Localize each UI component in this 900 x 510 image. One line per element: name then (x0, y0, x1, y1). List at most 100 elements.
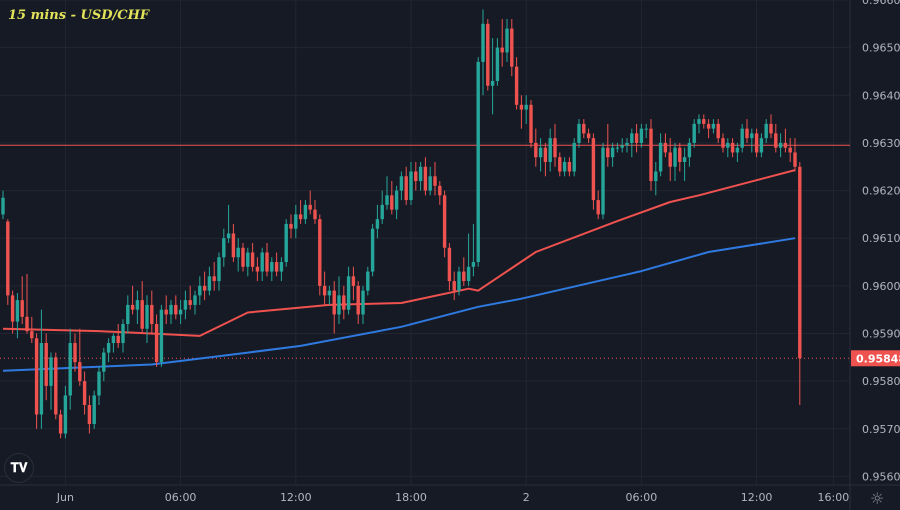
candle-body (682, 157, 687, 162)
candle-body (385, 195, 389, 205)
candle (745, 119, 749, 143)
candle-body (644, 128, 648, 130)
candle-body (495, 47, 500, 81)
candle-body (606, 147, 610, 158)
candle-body (246, 252, 250, 267)
candle-body (399, 176, 404, 191)
candle (284, 219, 288, 267)
candle-body (212, 276, 216, 282)
candle-body (135, 300, 140, 310)
candle-body (534, 142, 538, 158)
candle (68, 328, 72, 410)
candle (726, 138, 730, 158)
candle-body (294, 214, 298, 229)
candle (183, 290, 188, 320)
candle-body (582, 123, 586, 134)
tradingview-logo[interactable]: 𝐓𝐕 (4, 453, 34, 483)
candle (289, 214, 293, 239)
candle (322, 271, 327, 305)
candle-body (121, 323, 125, 344)
candle (54, 352, 58, 420)
candle-body (164, 309, 168, 315)
candle (337, 276, 341, 324)
candle (63, 385, 68, 439)
candle (471, 223, 476, 277)
candle (265, 242, 269, 277)
candle (150, 290, 154, 334)
candle (774, 123, 778, 153)
candle (649, 119, 653, 191)
candle (250, 242, 255, 272)
candle-body (702, 119, 706, 124)
candle (740, 123, 744, 153)
candle-body (462, 271, 466, 282)
time-tick-label: 12:00 (280, 491, 312, 504)
candle (462, 257, 466, 286)
candle-body (726, 142, 730, 148)
candle (500, 19, 504, 67)
candle-body (30, 331, 34, 339)
candle-body (58, 414, 63, 434)
candle (495, 38, 500, 86)
candle-body (423, 166, 428, 191)
candle (548, 128, 552, 172)
candle-body (274, 262, 279, 272)
candle-body (519, 104, 524, 110)
candle-body (793, 152, 797, 167)
candle-body (486, 23, 490, 86)
candle (678, 142, 682, 172)
candle (466, 233, 471, 286)
candle (673, 142, 677, 182)
candle-body (6, 221, 10, 296)
candle (615, 142, 620, 153)
candle (553, 123, 557, 167)
candle (370, 223, 375, 277)
candle (682, 147, 687, 182)
candle (798, 161, 802, 405)
candle (198, 276, 202, 305)
candle (212, 262, 216, 291)
candle (30, 316, 34, 344)
candle-body (68, 343, 72, 396)
candle (92, 390, 96, 429)
candle-body (380, 204, 384, 220)
candle-body (654, 171, 658, 182)
candle (222, 228, 226, 267)
candle-body (394, 190, 399, 210)
candle (390, 181, 394, 215)
candle (49, 352, 53, 410)
candle-body (241, 247, 245, 267)
candle (178, 300, 183, 324)
candle-body (236, 247, 240, 258)
candle-body (25, 316, 29, 332)
candle (625, 138, 629, 153)
candle-body (543, 147, 548, 162)
candle (102, 347, 106, 382)
candle-body (414, 171, 418, 182)
time-tick-label: 12:00 (741, 491, 773, 504)
candle (769, 114, 773, 139)
candle-body (668, 152, 672, 167)
candle-body (260, 252, 264, 272)
candle (126, 295, 130, 334)
candle-body (284, 223, 288, 263)
candle (490, 38, 495, 115)
candle (620, 138, 624, 153)
candle (414, 161, 418, 191)
candle (20, 276, 24, 324)
candle-body (126, 304, 130, 324)
candle-body (538, 147, 543, 158)
candle-body (116, 335, 120, 344)
candle-body (226, 233, 231, 239)
candle-body (183, 300, 188, 310)
gear-icon[interactable]: ☼ (870, 489, 885, 508)
candle-body (346, 276, 351, 310)
candle (1, 190, 5, 220)
candle-body (442, 195, 447, 248)
candle (706, 119, 711, 139)
candle (97, 366, 101, 405)
candle (505, 19, 509, 62)
